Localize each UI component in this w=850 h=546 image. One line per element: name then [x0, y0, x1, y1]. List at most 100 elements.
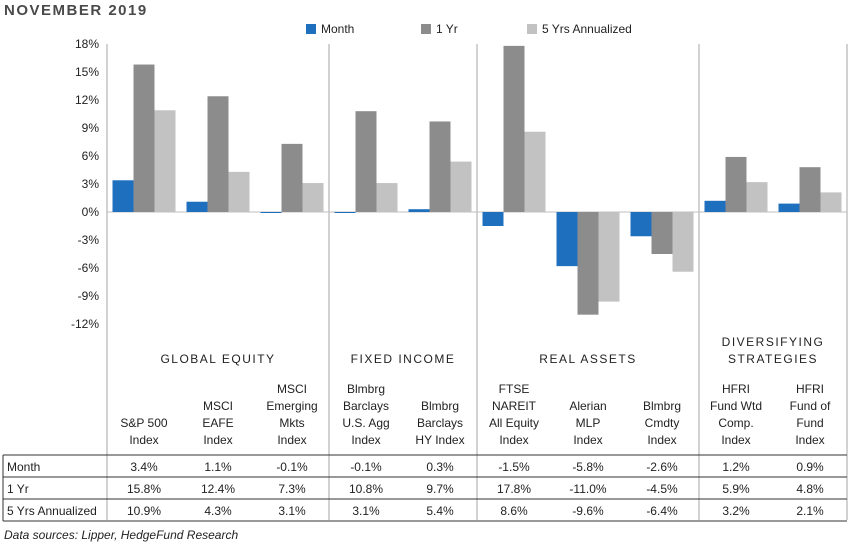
table-cell: -2.6%: [646, 460, 678, 474]
bar-5-yrs-annualized-8: [746, 182, 768, 212]
bar-month-3: [334, 212, 356, 213]
bar-5-yrs-annualized-2: [302, 183, 324, 212]
bar-5-yrs-annualized-9: [820, 192, 842, 212]
bar-5-yrs-annualized-1: [228, 171, 250, 212]
table-cell: -11.0%: [569, 482, 606, 496]
bar-1-yr-8: [725, 156, 747, 212]
category-label-4: Barclays: [417, 416, 463, 430]
category-label-3: Index: [351, 433, 380, 447]
table-cell: 10.9%: [127, 504, 161, 518]
bar-1-yr-3: [355, 111, 377, 212]
table-cell: 4.3%: [204, 504, 232, 518]
group-label-3: STRATEGIES: [728, 352, 818, 366]
category-label-9: Fund of: [790, 399, 831, 413]
category-label-9: Index: [795, 433, 824, 447]
category-label-6: MLP: [576, 416, 601, 430]
bar-1-yr-7: [651, 212, 673, 254]
y-tick-label: 9%: [82, 121, 100, 135]
y-tick-label: 0%: [82, 205, 100, 219]
bar-5-yrs-annualized-0: [154, 110, 176, 212]
bar-1-yr-1: [207, 96, 229, 212]
y-tick-label: -3%: [78, 233, 100, 247]
table-cell: 9.7%: [426, 482, 454, 496]
category-label-8: Fund Wtd: [710, 399, 762, 413]
category-label-7: Index: [647, 433, 676, 447]
category-label-5: NAREIT: [492, 399, 537, 413]
table-cell: 1.2%: [722, 460, 750, 474]
bar-month-4: [408, 209, 430, 212]
bar-1-yr-4: [429, 121, 451, 212]
legend-label-0: Month: [321, 22, 354, 36]
table-cell: 5.9%: [722, 482, 750, 496]
row-header-2: 5 Yrs Annualized: [7, 504, 97, 518]
category-label-8: HFRI: [722, 382, 750, 396]
legend-label-2: 5 Yrs Annualized: [542, 22, 632, 36]
bar-month-7: [630, 212, 652, 237]
category-label-4: HY Index: [415, 433, 464, 447]
y-tick-label: 12%: [75, 93, 99, 107]
bar-5-yrs-annualized-7: [672, 212, 694, 272]
category-label-9: Fund: [796, 416, 823, 430]
category-label-7: Blmbrg: [643, 399, 681, 413]
table-cell: 15.8%: [127, 482, 161, 496]
table-cell: -1.5%: [498, 460, 530, 474]
category-label-5: All Equity: [489, 416, 539, 430]
row-header-1: 1 Yr: [7, 482, 29, 496]
bar-month-6: [556, 212, 578, 267]
legend-swatch-2: [527, 24, 537, 34]
bar-month-2: [260, 212, 282, 213]
legend-label-1: 1 Yr: [436, 22, 458, 36]
table-cell: 4.8%: [796, 482, 824, 496]
legend-swatch-0: [306, 24, 316, 34]
table-cell: 7.3%: [278, 482, 306, 496]
bar-5-yrs-annualized-5: [524, 131, 546, 212]
category-label-4: Blmbrg: [421, 399, 459, 413]
category-label-0: S&P 500: [120, 416, 167, 430]
table-cell: -0.1%: [276, 460, 308, 474]
table-cell: 5.4%: [426, 504, 454, 518]
bar-5-yrs-annualized-4: [450, 161, 472, 212]
bar-month-0: [112, 180, 134, 212]
table-cell: 17.8%: [497, 482, 531, 496]
category-label-1: EAFE: [202, 416, 233, 430]
bar-month-5: [482, 212, 504, 226]
category-label-8: Comp.: [718, 416, 753, 430]
group-label-0: GLOBAL EQUITY: [160, 352, 275, 366]
y-tick-label: -6%: [78, 261, 100, 275]
table-cell: -6.4%: [646, 504, 678, 518]
y-tick-label: 3%: [82, 177, 100, 191]
category-label-2: MSCI: [277, 382, 307, 396]
category-label-1: MSCI: [203, 399, 233, 413]
bar-5-yrs-annualized-3: [376, 183, 398, 212]
y-tick-label: 18%: [75, 37, 99, 51]
category-label-5: Index: [499, 433, 528, 447]
category-label-2: Index: [277, 433, 306, 447]
table-cell: 12.4%: [201, 482, 235, 496]
bar-5-yrs-annualized-6: [598, 212, 620, 302]
category-label-3: Barclays: [343, 399, 389, 413]
category-label-6: Index: [573, 433, 602, 447]
bar-1-yr-2: [281, 143, 303, 212]
table-cell: -4.5%: [646, 482, 678, 496]
bar-1-yr-0: [133, 64, 155, 213]
table-cell: 8.6%: [500, 504, 528, 518]
table-cell: 10.8%: [349, 482, 383, 496]
table-cell: 3.2%: [722, 504, 750, 518]
category-label-3: U.S. Agg: [342, 416, 389, 430]
bar-month-9: [778, 203, 800, 212]
category-label-8: Index: [721, 433, 750, 447]
group-label-2: REAL ASSETS: [539, 352, 636, 366]
category-label-9: HFRI: [796, 382, 824, 396]
table-cell: -0.1%: [350, 460, 382, 474]
group-label-1: FIXED INCOME: [351, 352, 456, 366]
table-cell: -9.6%: [572, 504, 604, 518]
category-label-5: FTSE: [499, 382, 530, 396]
bar-1-yr-6: [577, 212, 599, 315]
page-title: NOVEMBER 2019: [4, 2, 148, 19]
chart: 18% 15% 12% 9% 6% 3% 0% -3% -6% -9% -12% Month 1 Yr 5…: [2, 22, 848, 522]
bar-1-yr-9: [799, 167, 821, 212]
y-tick-label: -12%: [71, 317, 99, 331]
category-label-3: Blmbrg: [347, 382, 385, 396]
table-cell: 3.1%: [352, 504, 380, 518]
category-label-6: Alerian: [569, 399, 606, 413]
